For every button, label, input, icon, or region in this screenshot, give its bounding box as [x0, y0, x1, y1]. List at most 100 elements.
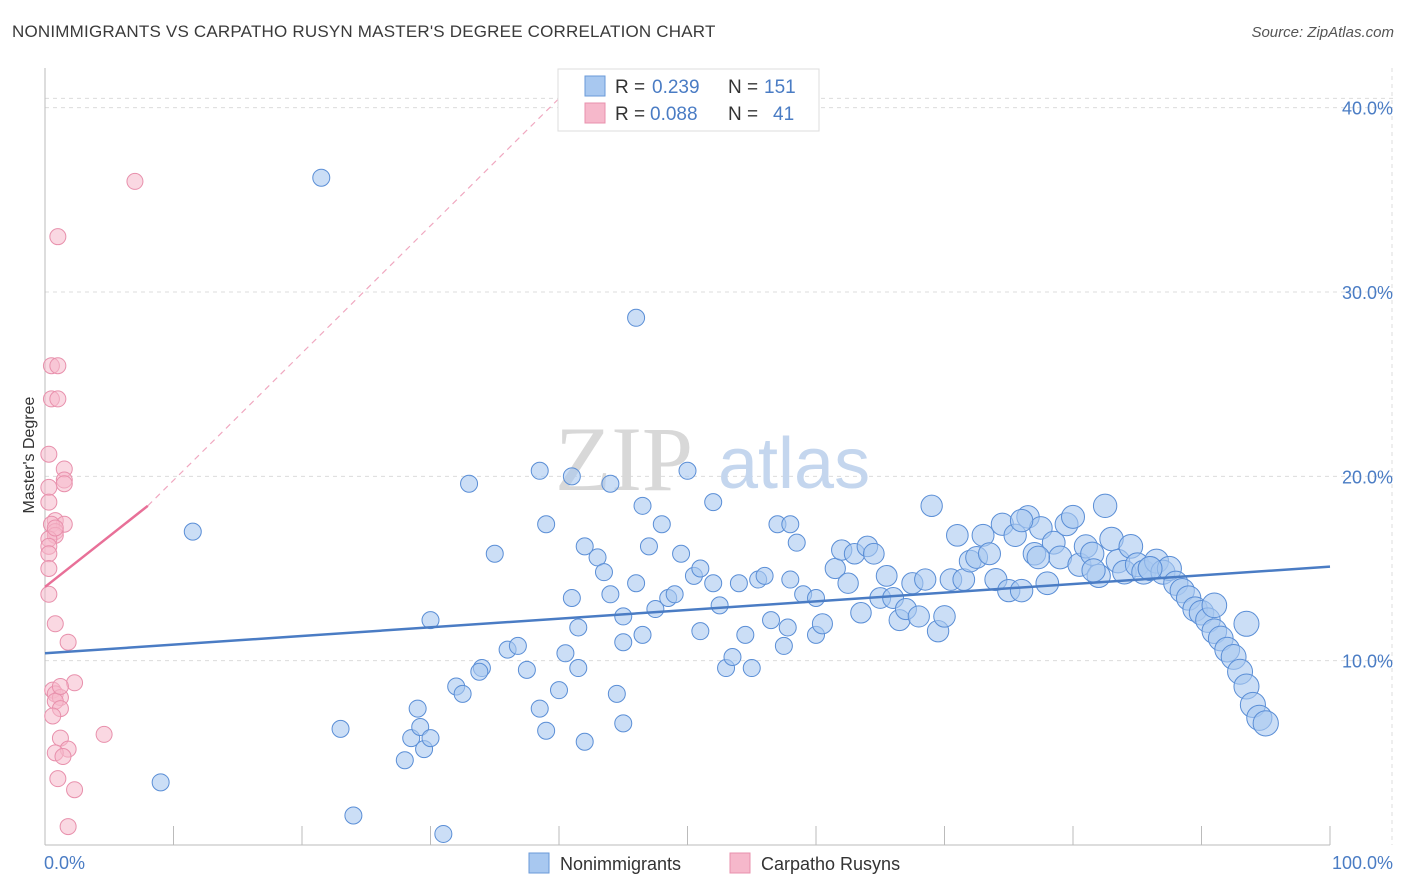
nonimmigrants-point-57 [704, 493, 723, 512]
nonimmigrants-point-65 [755, 566, 774, 585]
nonimmigrants-point-2 [183, 522, 202, 541]
nonimmigrants-point-9 [408, 699, 427, 718]
carpatho-rusyns-point-10 [40, 478, 58, 496]
nonimmigrants-point-50 [665, 585, 684, 604]
nonimmigrants-trend-line [44, 565, 1331, 655]
legend-n-label-2: N = [728, 104, 758, 125]
nonimmigrants-point-38 [614, 607, 633, 626]
nonimmigrants-point-21 [517, 660, 536, 679]
nonimmigrants-point-91 [914, 568, 937, 591]
nonimmigrants-points [151, 168, 1279, 843]
carpatho-rusyns-point-36 [49, 770, 67, 788]
carpatho-rusyns-point-19 [40, 545, 58, 563]
carpatho-rusyns-point-6 [40, 445, 58, 463]
nonimmigrants-point-43 [627, 574, 646, 593]
nonimmigrants-point-6 [421, 611, 440, 630]
nonimmigrants-point-149 [1026, 545, 1051, 570]
nonimmigrants-point-68 [774, 636, 793, 655]
nonimmigrants-point-15 [460, 474, 479, 493]
nonimmigrants-point-150 [1009, 508, 1034, 533]
y-tick-label-2: 30.0% [1342, 283, 1393, 303]
carpatho-rusyns-point-30 [44, 707, 62, 725]
nonimmigrants-point-29 [562, 467, 581, 486]
nonimmigrants-point-26 [550, 681, 568, 700]
nonimmigrants-point-101 [977, 542, 1001, 566]
nonimmigrants-point-14 [453, 684, 472, 703]
nonimmigrants-point-55 [691, 622, 710, 641]
watermark: ZIP atlas [555, 408, 870, 510]
carpatho-rusyns-point-11 [40, 493, 58, 511]
carpatho-rusyns-point-1 [49, 228, 67, 246]
y-tick-label-3: 40.0% [1342, 99, 1393, 119]
carpatho-rusyns-point-37 [66, 781, 84, 799]
nonimmigrants-point-76 [811, 613, 833, 635]
nonimmigrants-point-36 [594, 563, 613, 582]
nonimmigrants-point-23 [530, 699, 549, 718]
carpatho-rusyns-point-39 [46, 519, 64, 537]
nonimmigrants-point-110 [1035, 571, 1060, 596]
nonimmigrants-point-40 [607, 684, 626, 703]
nonimmigrants-point-75 [807, 588, 825, 607]
carpatho-rusyns-point-22 [46, 615, 64, 633]
nonimmigrants-point-28 [537, 515, 556, 534]
legend-swatch-nonimmigrants [584, 75, 606, 97]
watermark-atlas: atlas [718, 424, 870, 504]
nonimmigrants-point-62 [736, 625, 755, 644]
nonimmigrants-point-145 [1233, 610, 1260, 637]
nonimmigrants-point-148 [1081, 558, 1106, 583]
nonimmigrants-point-71 [781, 515, 800, 534]
carpatho-rusyns-point-40 [51, 677, 69, 695]
nonimmigrants-point-30 [569, 659, 588, 678]
nonimmigrants-point-5 [344, 806, 363, 825]
nonimmigrants-point-18 [485, 544, 504, 563]
nonimmigrants-point-56 [704, 574, 723, 593]
top-legend: R = 0.239 N = 151 R = 0.088 N = 41 [557, 68, 820, 132]
nonimmigrants-point-10 [411, 718, 430, 737]
legend-r-value-2: 0.088 [650, 104, 698, 125]
nonimmigrants-point-51 [672, 544, 691, 563]
nonimmigrants-point-46 [639, 537, 658, 556]
trend-lines [44, 98, 1331, 655]
carpatho-rusyns-point-24 [66, 674, 84, 692]
nonimmigrants-point-79 [837, 572, 859, 594]
nonimmigrants-point-96 [946, 523, 969, 547]
bottom-legend: Nonimmigrants Carpatho Rusyns [528, 852, 900, 874]
nonimmigrants-point-41 [614, 714, 633, 733]
nonimmigrants-point-42 [614, 633, 633, 652]
carpatho-rusyns-trend-line [44, 504, 149, 588]
nonimmigrants-point-24 [530, 461, 549, 480]
watermark-zip: ZIP [555, 408, 693, 510]
carpatho-rusyns-point-9 [55, 475, 73, 493]
x-tick-label-0: 0.0% [44, 853, 85, 873]
nonimmigrants-point-106 [1009, 578, 1034, 603]
nonimmigrants-point-22 [508, 636, 527, 655]
nonimmigrants-point-63 [742, 659, 761, 678]
nonimmigrants-point-85 [875, 564, 898, 587]
y-tick-label-0: 10.0% [1342, 652, 1393, 672]
nonimmigrants-point-37 [601, 585, 620, 604]
carpatho-rusyns-point-38 [59, 818, 77, 836]
legend-n-value-1: 151 [764, 77, 796, 98]
nonimmigrants-point-58 [710, 596, 729, 615]
legend-r-label-1: R = [615, 77, 645, 98]
nonimmigrants-point-81 [850, 601, 872, 624]
carpatho-rusyns-points [40, 172, 144, 836]
legend-n-value-2: 41 [773, 104, 794, 125]
carpatho-rusyns-point-5 [49, 390, 67, 408]
nonimmigrants-point-66 [762, 611, 781, 630]
nonimmigrants-point-83 [862, 542, 885, 565]
nonimmigrants-point-34 [569, 618, 588, 637]
nonimmigrants-point-61 [729, 574, 748, 593]
nonimmigrants-point-44 [633, 625, 652, 644]
y-tick-label-1: 20.0% [1342, 467, 1393, 487]
nonimmigrants-point-17 [434, 824, 453, 843]
nonimmigrants-point-45 [633, 496, 652, 515]
nonimmigrants-point-31 [575, 537, 594, 556]
nonimmigrants-point-94 [933, 605, 956, 628]
nonimmigrants-point-7 [395, 751, 414, 770]
chart-source: Source: ZipAtlas.com [1251, 24, 1394, 41]
carpatho-rusyns-point-21 [40, 585, 58, 603]
carpatho-rusyns-point-3 [49, 357, 67, 375]
nonimmigrants-point-0 [312, 168, 331, 187]
